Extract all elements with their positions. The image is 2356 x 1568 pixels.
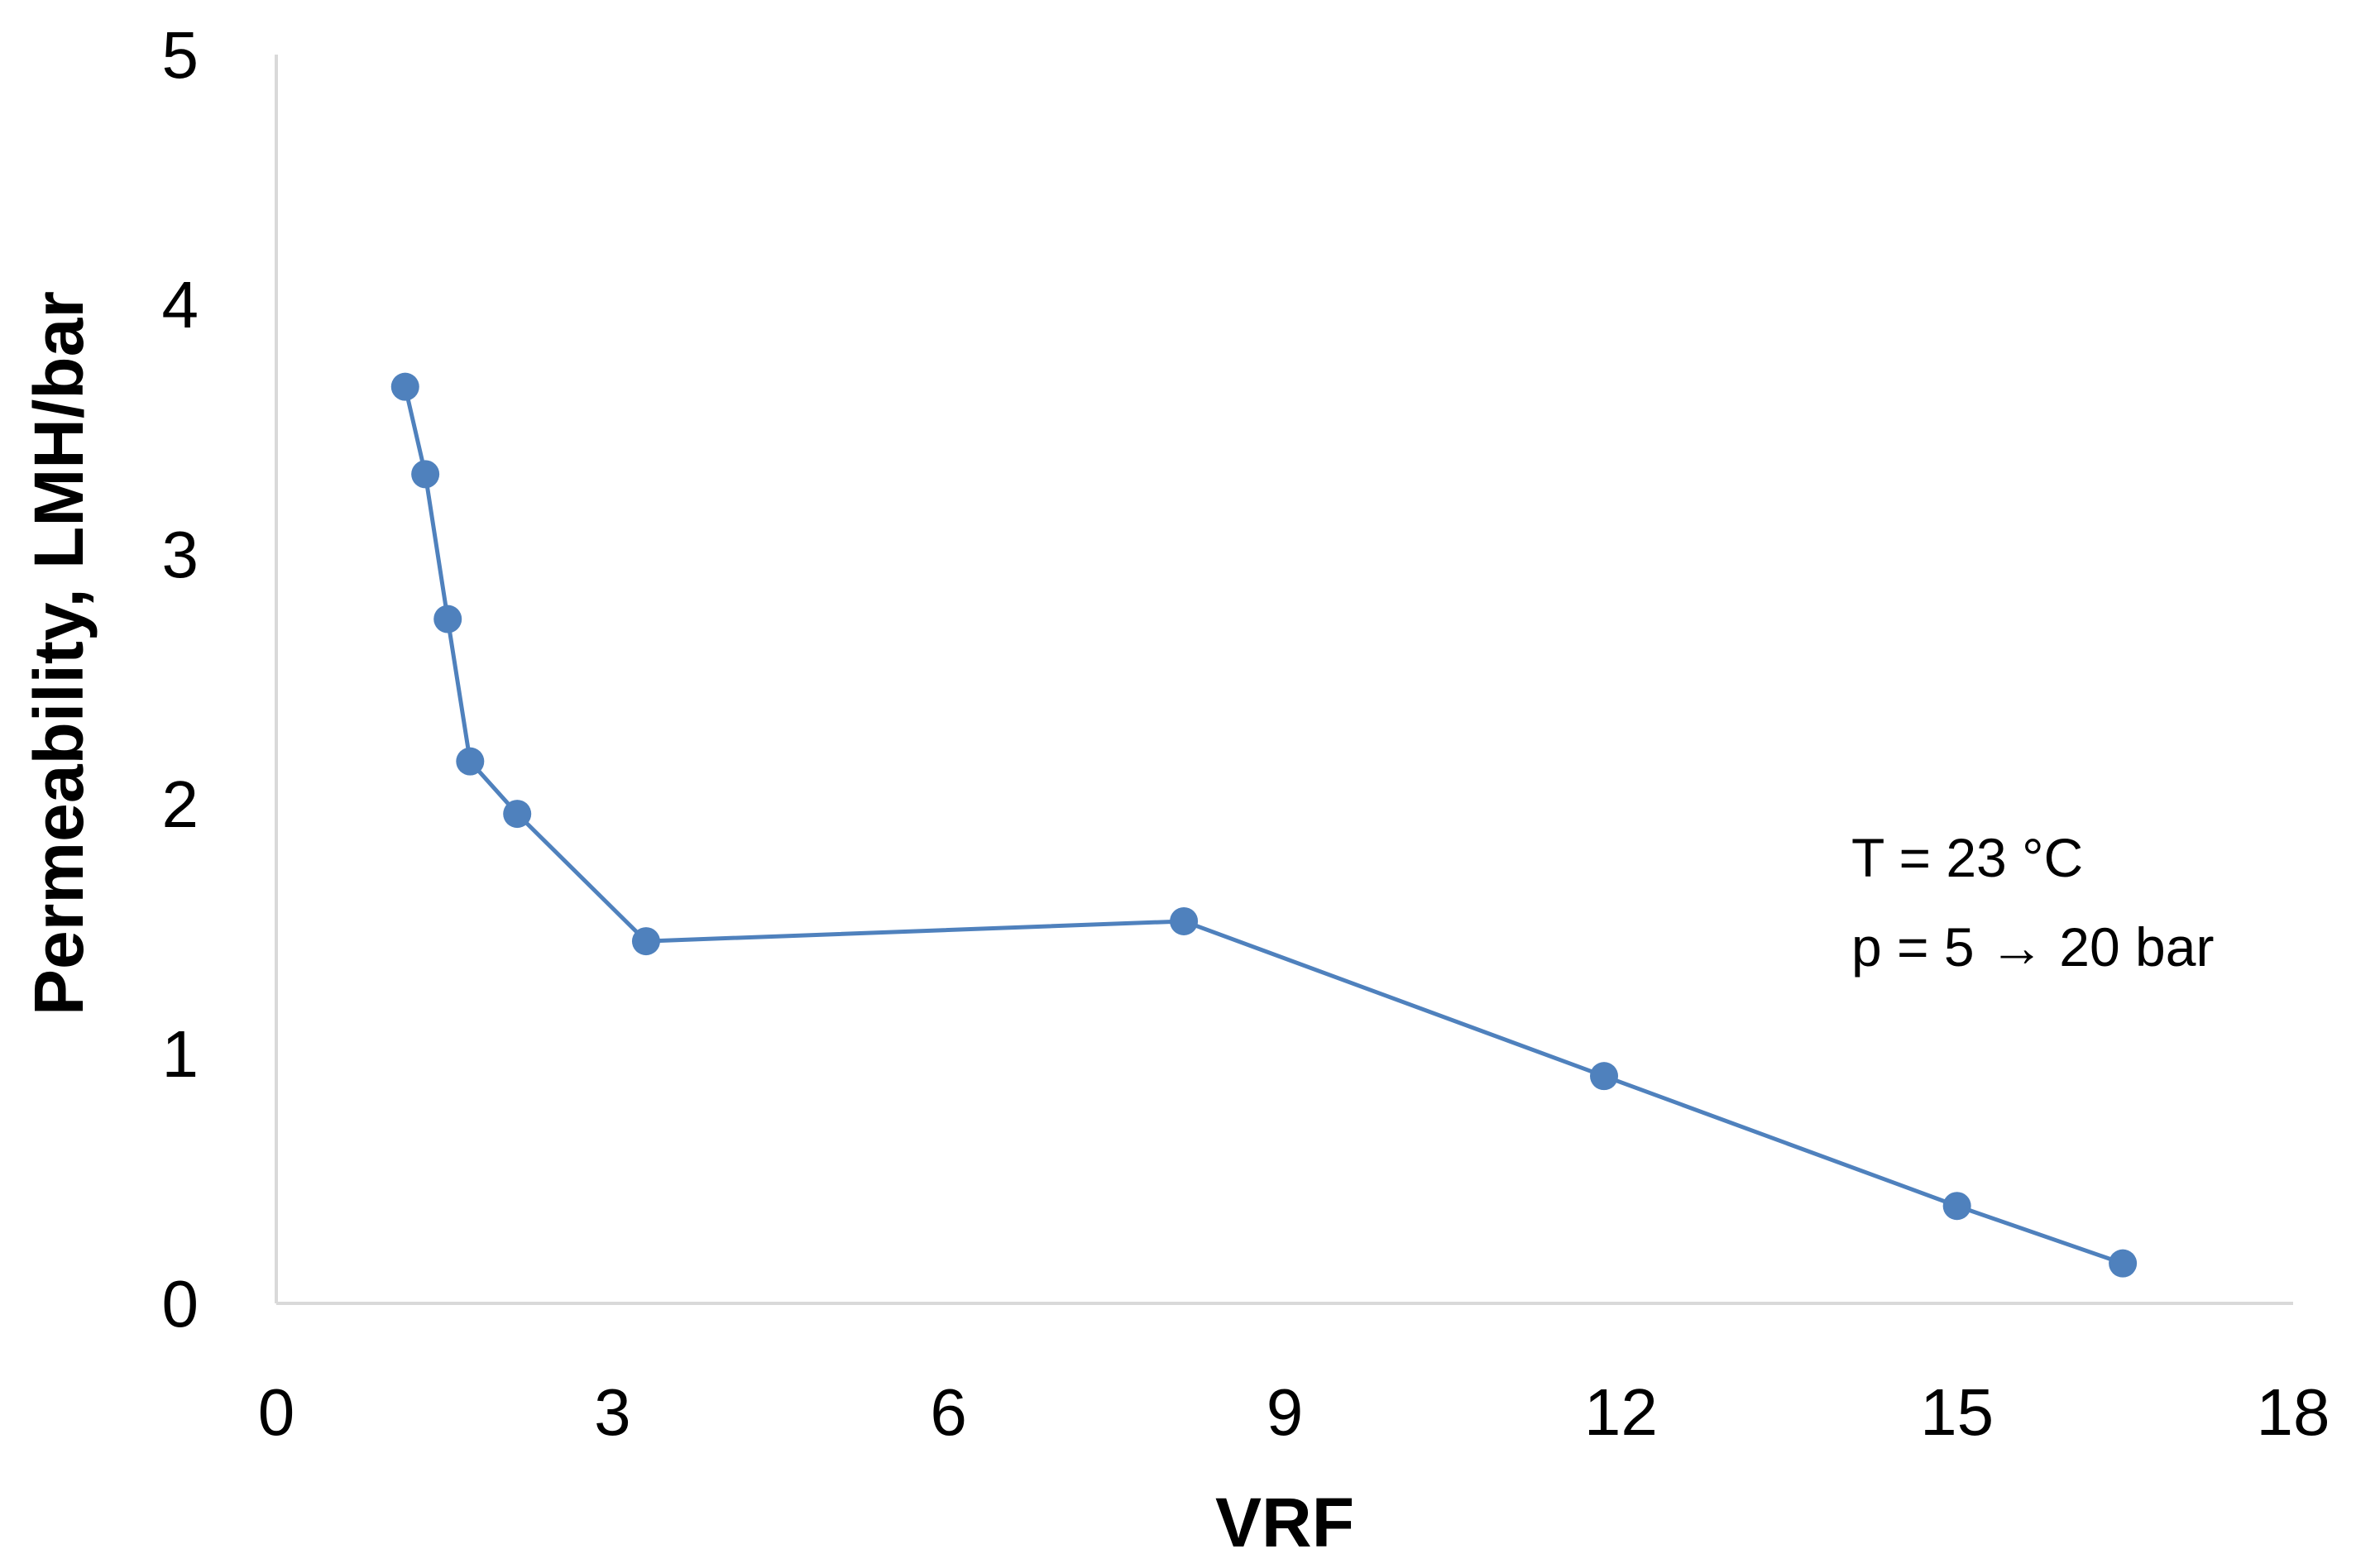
x-tick-labels: 0 3 6 9 12 15 18 [258,1375,2330,1449]
y-axis-title: Permeability, LMH/bar [20,291,98,1016]
x-tick-label: 12 [1584,1375,1658,1449]
x-tick-label: 15 [1920,1375,1994,1449]
data-point [1942,1192,1971,1221]
series-line [403,386,2124,1266]
y-tick-label: 5 [162,18,199,92]
x-tick-label: 3 [594,1375,631,1449]
data-point [390,372,419,401]
y-tick-label: 4 [162,268,199,342]
y-tick-label: 0 [162,1267,199,1341]
series-layer [390,372,2138,1278]
y-tick-label: 1 [162,1017,199,1091]
data-point [503,800,532,829]
annotation-pressure: p = 5 → 20 bar [1851,916,2214,978]
x-tick-label: 9 [1267,1375,1304,1449]
annotation-temperature: T = 23 °C [1851,827,2083,888]
data-point [631,927,660,956]
x-tick-label: 0 [258,1375,295,1449]
data-point [2109,1249,2138,1278]
x-tick-label: 18 [2257,1375,2330,1449]
data-point [411,460,440,489]
y-tick-label: 2 [162,767,199,841]
y-tick-labels: 0 1 2 3 4 5 [162,18,199,1341]
x-tick-label: 6 [930,1375,967,1449]
data-point [433,605,462,633]
y-tick-label: 3 [162,518,199,591]
data-point [456,747,485,776]
x-axis-title: VRF [1215,1484,1354,1561]
data-point [1590,1062,1619,1091]
data-point [1170,906,1199,935]
